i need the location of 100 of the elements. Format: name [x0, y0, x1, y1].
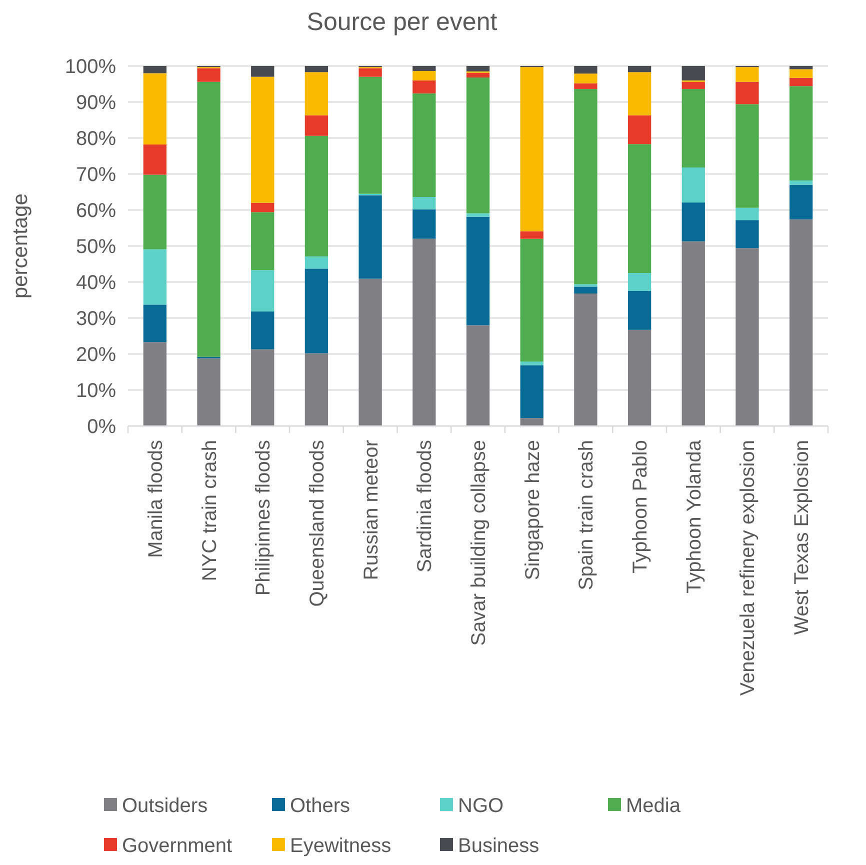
- x-tick-label: NYC train crash: [198, 440, 221, 582]
- bar: [574, 89, 598, 284]
- bar: [251, 349, 274, 426]
- y-tick-label: 40%: [76, 272, 116, 294]
- y-tick-label: 50%: [76, 236, 116, 258]
- bar: [682, 202, 705, 242]
- bar: [412, 71, 436, 80]
- bar: [251, 270, 274, 312]
- x-tick-label: Singapore haze: [522, 440, 544, 580]
- bar: [682, 241, 705, 426]
- bar: [628, 144, 652, 273]
- bar: [412, 209, 436, 239]
- x-tick-label: Queensland floods: [306, 440, 328, 607]
- y-tick-label: 30%: [76, 308, 116, 330]
- bar: [520, 418, 544, 426]
- bar: [304, 136, 328, 256]
- y-axis-title: percentage: [9, 193, 32, 299]
- bar: [304, 256, 328, 269]
- legend-label: Outsiders: [122, 795, 208, 817]
- bar: [520, 231, 544, 239]
- bar: [251, 202, 274, 212]
- bar: [790, 184, 813, 220]
- bar: [412, 93, 436, 198]
- bar: [790, 66, 813, 70]
- x-tick-label: West Texas Explosion: [791, 440, 814, 635]
- bar: [736, 220, 759, 248]
- bar: [628, 66, 652, 72]
- bar: [628, 330, 652, 426]
- bar: [304, 66, 328, 72]
- bar: [790, 78, 813, 86]
- y-tick-label: 80%: [76, 128, 116, 150]
- bar: [304, 115, 328, 136]
- bar: [143, 304, 166, 342]
- bar: [143, 249, 166, 305]
- bar: [628, 115, 652, 144]
- y-tick-label: 20%: [76, 344, 116, 366]
- bar: [628, 72, 652, 116]
- bar: [304, 72, 328, 116]
- bar: [412, 66, 436, 72]
- bar: [358, 68, 382, 77]
- x-tick-label: Venezuela refinery explosion: [737, 440, 760, 696]
- bar: [251, 66, 274, 77]
- bar: [412, 238, 436, 426]
- bar: [520, 365, 544, 418]
- bar: [736, 67, 759, 82]
- bar: [304, 268, 328, 354]
- bar: [574, 286, 598, 294]
- bar: [358, 278, 382, 426]
- bar: [682, 89, 705, 168]
- x-tick-label: Manila floods: [144, 440, 167, 558]
- bar: [574, 284, 598, 287]
- bar: [790, 86, 813, 180]
- bar: [466, 72, 490, 78]
- legend-label: Media: [626, 795, 682, 817]
- x-tick-label: Russian meteor: [360, 440, 382, 580]
- y-tick-label: 70%: [76, 164, 116, 186]
- chart-title: Source per event: [306, 8, 498, 36]
- bar: [251, 76, 274, 203]
- bar: [143, 144, 166, 175]
- bar: [682, 66, 705, 80]
- bar: [574, 74, 598, 84]
- bar: [412, 197, 436, 210]
- bar: [520, 67, 544, 232]
- bar: [143, 174, 166, 250]
- x-tick-label: Philipinnes floods: [252, 440, 275, 596]
- bar: [736, 208, 759, 220]
- bar: [466, 213, 490, 217]
- bar: [251, 212, 274, 270]
- bar: [736, 248, 759, 426]
- bar: [790, 180, 813, 185]
- bar: [251, 312, 274, 350]
- bar: [790, 219, 813, 426]
- bar: [466, 325, 490, 426]
- bar: [736, 82, 759, 104]
- x-tick-label: Sardinia floods: [414, 440, 436, 572]
- bar: [412, 80, 436, 94]
- legend-label: Business: [458, 835, 540, 857]
- y-tick-label: 60%: [76, 200, 116, 222]
- y-tick-label: 90%: [76, 92, 116, 114]
- x-tick-label: Savar building collapse: [468, 440, 490, 646]
- bar: [143, 73, 166, 144]
- bar: [304, 353, 328, 426]
- legend-label: NGO: [458, 795, 504, 817]
- bar: [143, 342, 166, 426]
- x-tick-label: Typhoon Pablo: [630, 440, 652, 574]
- bar: [197, 68, 220, 82]
- bar: [143, 66, 166, 74]
- y-tick-label: 0%: [87, 416, 116, 438]
- legend-label: Others: [290, 795, 350, 817]
- bar: [197, 82, 220, 357]
- bar: [628, 291, 652, 330]
- bar: [466, 216, 490, 326]
- bar: [358, 195, 382, 279]
- bar: [197, 358, 220, 426]
- bar: [520, 238, 544, 362]
- bar: [358, 76, 382, 194]
- y-tick-label: 10%: [76, 380, 116, 402]
- legend-label: Government: [122, 835, 232, 857]
- x-tick-label: Spain train crash: [576, 440, 598, 590]
- bar: [790, 69, 813, 78]
